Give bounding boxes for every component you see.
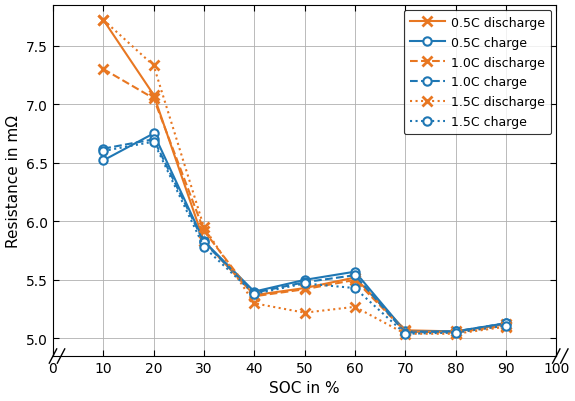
1.5C charge [402, 332, 409, 336]
0.5C charge [301, 278, 308, 283]
1.5C charge [452, 330, 459, 335]
Line: 0.5C discharge: 0.5C discharge [98, 16, 511, 336]
1.0C discharge [402, 329, 409, 334]
0.5C discharge [150, 93, 157, 98]
1.5C charge [201, 245, 208, 250]
0.5C discharge [351, 275, 358, 280]
0.5C discharge [201, 239, 208, 244]
1.0C charge [150, 138, 157, 142]
1.0C charge [100, 147, 107, 152]
1.0C charge [251, 291, 258, 296]
1.0C discharge [100, 67, 107, 72]
1.0C charge [402, 330, 409, 335]
1.0C discharge [452, 330, 459, 335]
Line: 1.5C discharge: 1.5C discharge [98, 16, 511, 339]
Y-axis label: Resistance in mΩ: Resistance in mΩ [6, 115, 21, 247]
0.5C charge [100, 158, 107, 163]
0.5C discharge [301, 286, 308, 291]
1.5C charge [100, 149, 107, 154]
1.0C charge [201, 240, 208, 245]
Line: 0.5C charge: 0.5C charge [99, 130, 510, 336]
Legend: 0.5C discharge, 0.5C charge, 1.0C discharge, 1.0C charge, 1.5C discharge, 1.5C c: 0.5C discharge, 0.5C charge, 1.0C discha… [404, 10, 551, 135]
0.5C charge [452, 329, 459, 334]
0.5C discharge [503, 322, 509, 327]
1.5C discharge [452, 332, 459, 336]
1.5C charge [150, 140, 157, 145]
0.5C discharge [402, 328, 409, 333]
1.5C discharge [201, 225, 208, 230]
0.5C charge [503, 321, 509, 326]
1.5C discharge [301, 310, 308, 315]
X-axis label: SOC in %: SOC in % [269, 381, 340, 395]
1.0C charge [301, 280, 308, 285]
Line: 1.5C charge: 1.5C charge [99, 138, 510, 338]
1.0C discharge [301, 287, 308, 292]
1.5C charge [251, 292, 258, 297]
0.5C charge [150, 132, 157, 136]
0.5C discharge [452, 329, 459, 334]
1.5C discharge [150, 64, 157, 69]
Line: 1.0C charge: 1.0C charge [99, 136, 510, 337]
1.0C discharge [251, 294, 258, 299]
Line: 1.0C discharge: 1.0C discharge [98, 65, 511, 338]
1.5C discharge [351, 305, 358, 310]
1.0C discharge [503, 323, 509, 328]
0.5C discharge [100, 18, 107, 23]
1.5C discharge [402, 332, 409, 336]
0.5C charge [351, 269, 358, 274]
1.0C discharge [150, 97, 157, 101]
1.0C charge [351, 273, 358, 278]
1.5C discharge [100, 18, 107, 23]
0.5C charge [402, 329, 409, 334]
1.0C discharge [351, 278, 358, 283]
1.5C discharge [503, 324, 509, 329]
0.5C charge [251, 290, 258, 294]
1.5C discharge [251, 301, 258, 306]
0.5C discharge [251, 293, 258, 298]
1.0C charge [503, 321, 509, 326]
1.5C charge [503, 323, 509, 328]
1.5C charge [351, 286, 358, 291]
1.5C charge [301, 281, 308, 286]
1.0C charge [452, 329, 459, 334]
1.0C discharge [201, 229, 208, 233]
0.5C charge [201, 239, 208, 244]
